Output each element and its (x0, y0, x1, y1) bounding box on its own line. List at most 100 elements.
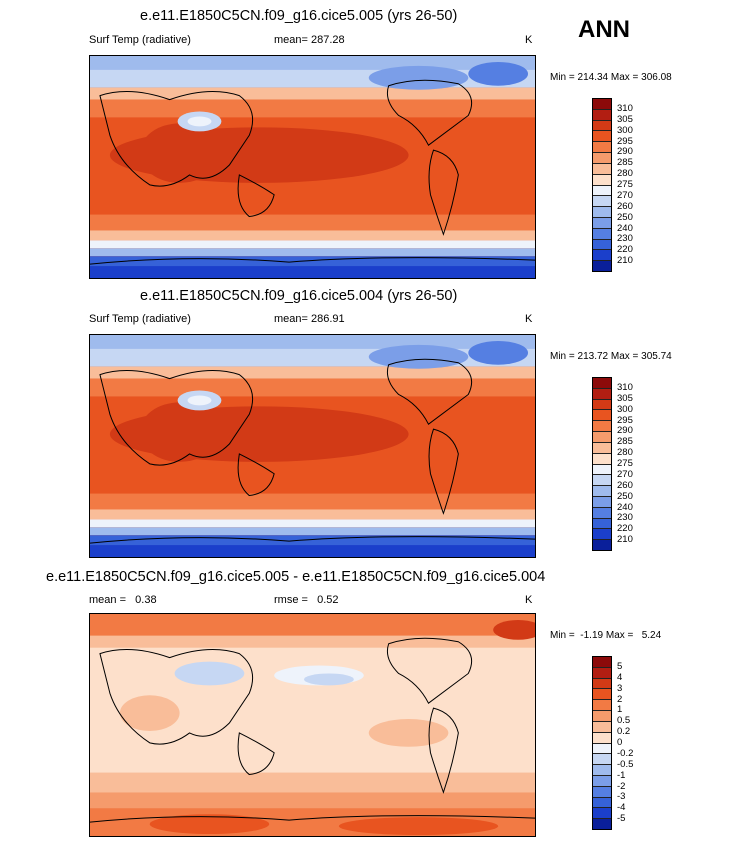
colorbar-tick-label: 240 (617, 222, 633, 234)
colorbar-tick-label: -1 (617, 769, 626, 781)
colorbar-tick-label: 4 (617, 671, 623, 683)
panel-2-colorbar (592, 377, 612, 551)
colorbar-tick-label: 220 (617, 523, 633, 535)
colorbar-tick-label: 285 (617, 436, 633, 448)
panel-1-colorbar (592, 98, 612, 272)
colorbar-tick-label: -5 (617, 813, 626, 825)
colorbar-swatch (593, 441, 611, 453)
colorbar-swatch (593, 657, 611, 667)
colorbar-swatch (593, 807, 611, 819)
colorbar-swatch (593, 378, 611, 388)
colorbar-swatch (593, 260, 611, 271)
colorbar-tick-label: 300 (617, 403, 633, 415)
colorbar-tick-label: -0.2 (617, 747, 634, 759)
colorbar-tick-label: 275 (617, 179, 633, 190)
colorbar-tick-label: 0 (617, 737, 623, 748)
colorbar-tick-label: 275 (617, 458, 633, 469)
colorbar-tick-label: 305 (617, 392, 633, 404)
colorbar-tick-label: 270 (617, 189, 633, 201)
colorbar-tick-label: 2 (617, 693, 623, 705)
difference-map (90, 614, 535, 836)
colorbar-swatch (593, 130, 611, 142)
colorbar-tick-label: 0.2 (617, 726, 631, 738)
colorbar-swatch (593, 206, 611, 217)
panel-2-title: e.e11.E1850C5CN.f09_g16.cice5.004 (yrs 2… (140, 288, 458, 304)
colorbar-tick-label: 260 (617, 479, 633, 491)
colorbar-tick-label: 310 (617, 102, 633, 114)
colorbar-swatch (593, 184, 611, 196)
colorbar-swatch (593, 774, 611, 786)
colorbar-swatch (593, 666, 611, 678)
panel-1-units-label: K (525, 34, 533, 46)
panel-3-title: e.e11.E1850C5CN.f09_g16.cice5.005 - e.e1… (46, 569, 546, 585)
colorbar-tick-label: -4 (617, 802, 626, 814)
colorbar-tick-label: 240 (617, 501, 633, 513)
panel-1-mean-label: mean= 287.28 (274, 34, 345, 46)
colorbar-tick-label: 3 (617, 682, 623, 694)
panel-3-colorbar (592, 656, 612, 830)
colorbar-tick-label: 5 (617, 660, 623, 672)
colorbar-swatch (593, 485, 611, 496)
colorbar-swatch (593, 731, 611, 743)
colorbar-swatch (593, 720, 611, 732)
colorbar-swatch (593, 818, 611, 829)
colorbar-tick-label: -0.5 (617, 758, 634, 770)
colorbar-swatch (593, 119, 611, 131)
colorbar-swatch (593, 753, 611, 765)
colorbar-swatch (593, 420, 611, 432)
colorbar-swatch (593, 742, 611, 754)
colorbar-swatch (593, 539, 611, 550)
temperature-map-1 (90, 56, 535, 278)
colorbar-swatch (593, 452, 611, 464)
colorbar-swatch (593, 238, 611, 250)
colorbar-swatch (593, 249, 611, 261)
colorbar-swatch (593, 195, 611, 207)
colorbar-tick-label: 0.5 (617, 715, 631, 727)
panel-3-rmse-label: rmse = 0.52 (274, 594, 339, 606)
colorbar-swatch (593, 227, 611, 239)
colorbar-swatch (593, 162, 611, 174)
colorbar-tick-label: 310 (617, 381, 633, 393)
colorbar-swatch (593, 528, 611, 540)
colorbar-swatch (593, 409, 611, 421)
colorbar-swatch (593, 677, 611, 689)
colorbar-swatch (593, 495, 611, 507)
panel-3-minmax: Min = -1.19 Max = 5.24 (550, 630, 662, 641)
colorbar-tick-label: 280 (617, 168, 633, 180)
colorbar-swatch (593, 506, 611, 518)
colorbar-tick-label: 285 (617, 157, 633, 169)
panel-1-title: e.e11.E1850C5CN.f09_g16.cice5.005 (yrs 2… (140, 8, 458, 24)
panel-2-minmax: Min = 213.72 Max = 305.74 (550, 351, 672, 362)
panel-3-mean-label: mean = 0.38 (89, 594, 157, 606)
colorbar-swatch (593, 387, 611, 399)
colorbar-tick-label: 290 (617, 425, 633, 437)
colorbar-tick-label: 220 (617, 244, 633, 256)
colorbar-tick-label: 305 (617, 113, 633, 125)
colorbar-swatch (593, 463, 611, 475)
panel-3-map (89, 613, 536, 837)
colorbar-tick-label: 1 (617, 704, 623, 716)
colorbar-swatch (593, 216, 611, 228)
panel-1-variable-label: Surf Temp (radiative) (89, 34, 191, 46)
colorbar-tick-label: 230 (617, 233, 633, 245)
colorbar-tick-label: 295 (617, 414, 633, 426)
colorbar-tick-label: 260 (617, 200, 633, 212)
colorbar-tick-label: 290 (617, 146, 633, 158)
colorbar-swatch (593, 764, 611, 775)
colorbar-swatch (593, 517, 611, 529)
colorbar-swatch (593, 99, 611, 109)
colorbar-swatch (593, 431, 611, 442)
colorbar-swatch (593, 152, 611, 163)
panel-2-mean-label: mean= 286.91 (274, 313, 345, 325)
panel-3-units-label: K (525, 594, 533, 606)
colorbar-swatch (593, 108, 611, 120)
colorbar-swatch (593, 474, 611, 486)
colorbar-tick-label: 210 (617, 255, 633, 267)
colorbar-tick-label: -3 (617, 791, 626, 803)
colorbar-tick-label: 230 (617, 512, 633, 524)
colorbar-tick-label: 270 (617, 468, 633, 480)
season-label: ANN (578, 16, 630, 43)
colorbar-tick-label: 250 (617, 490, 633, 502)
colorbar-swatch (593, 398, 611, 410)
colorbar-tick-label: 280 (617, 447, 633, 459)
